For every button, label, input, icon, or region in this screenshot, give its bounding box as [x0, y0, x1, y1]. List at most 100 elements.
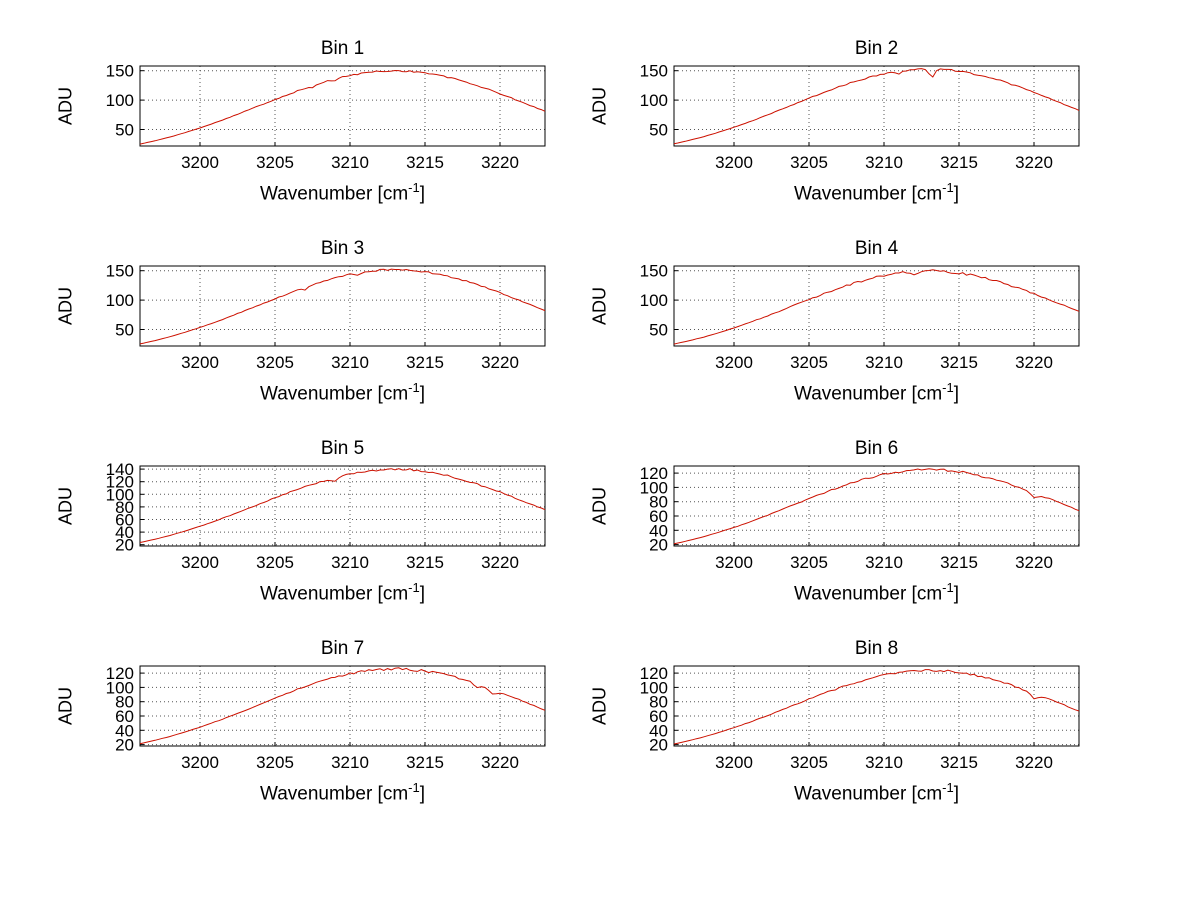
svg-text:3210: 3210	[865, 153, 903, 172]
svg-text:80: 80	[649, 693, 668, 712]
plot-area: ADU 3200 3205 3210 3215 3220 50 100 150	[52, 262, 586, 380]
svg-text:120: 120	[640, 464, 668, 483]
y-axis-label: ADU	[55, 286, 76, 326]
svg-text:120: 120	[106, 473, 134, 492]
svg-text:3220: 3220	[1015, 153, 1053, 172]
plot-area: ADU 3200 3205 3210 3215 3220 20 40 60 80 100 120	[586, 462, 1120, 580]
x-axis-label: Wavenumber [cm-1]	[793, 580, 959, 605]
svg-text:3200: 3200	[715, 753, 753, 772]
plot-canvas-bin-3: 3200 3205 3210 3215 3220 50 100 150	[106, 262, 546, 372]
svg-text:3215: 3215	[940, 553, 978, 572]
subplot-title: Bin 8	[854, 638, 899, 659]
svg-text:50: 50	[649, 321, 668, 340]
svg-text:3215: 3215	[406, 353, 444, 372]
y-axis-label: ADU	[589, 486, 610, 526]
svg-text:20: 20	[115, 736, 134, 755]
svg-text:60: 60	[115, 511, 134, 530]
plot-area: ADU 3200 3205 3210 3215 3220 20 40 60 80 100 120	[52, 662, 586, 780]
svg-text:3210: 3210	[331, 753, 369, 772]
svg-text:80: 80	[115, 498, 134, 517]
svg-text:100: 100	[640, 678, 668, 697]
x-axis-label: Wavenumber [cm-1]	[259, 580, 425, 605]
svg-text:150: 150	[106, 262, 134, 281]
svg-text:3215: 3215	[940, 753, 978, 772]
plot-area: ADU 3200 3205 3210 3215 3220 50 100 150	[586, 62, 1120, 180]
svg-text:3210: 3210	[331, 153, 369, 172]
svg-text:3205: 3205	[790, 553, 828, 572]
subplot-title: Bin 7	[320, 638, 365, 659]
x-axis-label: Wavenumber [cm-1]	[793, 780, 959, 805]
y-axis-label: ADU	[55, 486, 76, 526]
svg-text:50: 50	[649, 121, 668, 140]
svg-text:100: 100	[106, 678, 134, 697]
svg-text:60: 60	[115, 707, 134, 726]
plot-canvas-bin-1: 3200 3205 3210 3215 3220 50 100 150	[106, 62, 546, 172]
svg-text:50: 50	[115, 321, 134, 340]
svg-text:3205: 3205	[790, 153, 828, 172]
y-axis-label: ADU	[55, 86, 76, 126]
subplot-title: Bin 6	[854, 438, 899, 459]
x-axis-label: Wavenumber [cm-1]	[793, 180, 959, 205]
svg-text:140: 140	[106, 462, 134, 479]
subplot-bin-8: Bin 8 ADU 3200 3205 3210 3215 3220 20 40 60 80 10…	[586, 636, 1120, 808]
svg-text:3220: 3220	[1015, 553, 1053, 572]
svg-text:3215: 3215	[406, 553, 444, 572]
svg-text:3200: 3200	[715, 553, 753, 572]
svg-text:60: 60	[649, 707, 668, 726]
subplot-bin-4: Bin 4 ADU 3200 3205 3210 3215 3220 50 100 150 W…	[586, 236, 1120, 408]
svg-text:3205: 3205	[256, 553, 294, 572]
svg-text:40: 40	[649, 721, 668, 740]
subplot-bin-7: Bin 7 ADU 3200 3205 3210 3215 3220 20 40 60 80 10…	[52, 636, 586, 808]
svg-text:100: 100	[106, 485, 134, 504]
svg-text:3215: 3215	[406, 153, 444, 172]
svg-text:3215: 3215	[940, 353, 978, 372]
plot-canvas-bin-4: 3200 3205 3210 3215 3220 50 100 150	[640, 262, 1080, 372]
svg-text:3210: 3210	[865, 753, 903, 772]
subplot-title: Bin 1	[320, 38, 365, 59]
svg-text:40: 40	[115, 721, 134, 740]
svg-text:3200: 3200	[181, 753, 219, 772]
svg-text:60: 60	[649, 507, 668, 526]
svg-text:3205: 3205	[256, 753, 294, 772]
svg-text:100: 100	[640, 478, 668, 497]
svg-text:3210: 3210	[331, 353, 369, 372]
plot-area: ADU 3200 3205 3210 3215 3220 50 100 150	[586, 262, 1120, 380]
svg-text:3200: 3200	[181, 553, 219, 572]
plot-area: ADU 3200 3205 3210 3215 3220 20 40 60 80 100 120 14…	[52, 462, 586, 580]
svg-text:3220: 3220	[1015, 353, 1053, 372]
subplot-bin-3: Bin 3 ADU 3200 3205 3210 3215 3220 50 100 150 W…	[52, 236, 586, 408]
figure-canvas: Bin 1 ADU 3200 3205 3210 3215 3220 50 100 150 W…	[52, 36, 1120, 808]
svg-text:100: 100	[106, 291, 134, 310]
svg-text:40: 40	[115, 523, 134, 542]
svg-text:3205: 3205	[790, 753, 828, 772]
svg-text:3200: 3200	[181, 153, 219, 172]
svg-text:3205: 3205	[256, 153, 294, 172]
y-axis-label: ADU	[55, 686, 76, 726]
svg-text:150: 150	[640, 262, 668, 281]
svg-text:100: 100	[106, 91, 134, 110]
plot-area: ADU 3200 3205 3210 3215 3220 50 100 150	[52, 62, 586, 180]
subplot-bin-2: Bin 2 ADU 3200 3205 3210 3215 3220 50 100 150 W…	[586, 36, 1120, 208]
x-axis-label: Wavenumber [cm-1]	[259, 780, 425, 805]
subplot-title: Bin 3	[320, 238, 365, 259]
svg-text:3210: 3210	[865, 553, 903, 572]
x-axis-label: Wavenumber [cm-1]	[259, 380, 425, 405]
svg-text:3200: 3200	[181, 353, 219, 372]
y-axis-label: ADU	[589, 286, 610, 326]
svg-text:20: 20	[649, 536, 668, 555]
svg-text:100: 100	[640, 91, 668, 110]
plot-area: ADU 3200 3205 3210 3215 3220 20 40 60 80 100 120	[586, 662, 1120, 780]
y-axis-label: ADU	[589, 686, 610, 726]
subplot-bin-1: Bin 1 ADU 3200 3205 3210 3215 3220 50 100 150 W…	[52, 36, 586, 208]
svg-text:3210: 3210	[331, 553, 369, 572]
svg-text:3220: 3220	[481, 153, 519, 172]
subplot-bin-5: Bin 5 ADU 3200 3205 3210 3215 3220 20 40 60 80 10…	[52, 436, 586, 608]
x-axis-label: Wavenumber [cm-1]	[793, 380, 959, 405]
svg-text:120: 120	[640, 664, 668, 683]
svg-text:100: 100	[640, 291, 668, 310]
svg-text:50: 50	[115, 121, 134, 140]
svg-text:3205: 3205	[256, 353, 294, 372]
